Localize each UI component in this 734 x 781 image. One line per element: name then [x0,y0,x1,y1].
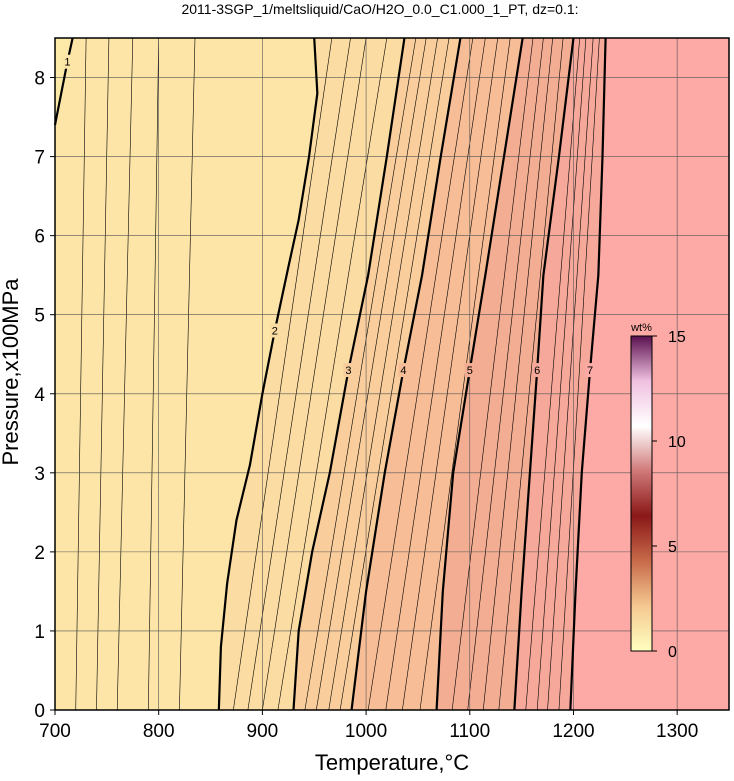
x-axis-label: Temperature,°C [315,750,469,775]
minor-contour [148,37,159,711]
minor-contour [525,37,580,711]
minor-contour [277,37,388,711]
colorbar [630,335,653,652]
x-tick-label: 1300 [656,721,698,742]
contour-label: 6 [534,365,540,377]
chart-title: 2011-3SGP_1/meltsliquid/CaO/H2O_0.0_C1.0… [181,1,578,17]
minor-contour [96,37,110,711]
x-tick-label: 900 [247,721,279,742]
plot-frame [54,37,730,711]
colorbar-tick-label: 5 [668,539,677,556]
x-tick-label: 1100 [449,721,490,742]
contour-label-bg [585,363,596,378]
contour-label: 1 [64,57,70,69]
y-tick-label: 8 [34,69,45,90]
contour-label: 5 [467,365,473,377]
minor-contour [316,37,427,711]
y-axis-label: Pressure,x100MPa [0,278,23,466]
y-tick-label: 3 [34,464,45,485]
minor-contour [262,37,367,711]
contour-label-bg [62,54,73,69]
contour-fill [55,38,729,710]
y-tick-label: 2 [34,543,45,564]
minor-contour [328,37,438,711]
minor-contour [451,37,534,711]
minor-contour [498,37,564,711]
contour-label: 2 [272,326,278,338]
minor-contour [233,37,333,711]
x-tick-label: 1200 [552,721,594,742]
y-tick-label: 6 [34,227,45,248]
y-tick-label: 4 [34,385,45,406]
y-tick-label: 7 [34,148,45,169]
contour-label: 3 [345,365,351,377]
contour-label-bg [464,363,475,378]
contour-label-bg [269,323,280,338]
colorbar-tick-label: 0 [668,644,677,661]
contour-line [53,37,74,126]
contour-label-bg [532,363,543,378]
minor-contour [339,37,450,711]
minor-contour [547,37,594,711]
y-tick-label: 5 [34,306,45,327]
colorbar-tick-label: 15 [668,329,686,346]
x-tick-label: 1000 [345,721,387,742]
contour-line [292,37,406,711]
minor-contour [385,37,486,711]
colorbar-tick-label: 10 [668,434,686,451]
contour-label: 7 [587,365,593,377]
contour-line [217,37,319,711]
minor-contour [402,37,499,711]
contour-label-bg [398,363,409,378]
y-tick-label: 0 [34,701,45,722]
minor-contour [367,37,474,711]
contour-label-bg [343,363,354,378]
x-tick-label: 700 [39,721,71,742]
minor-contour [482,37,554,711]
minor-contour [179,37,196,711]
minor-contour [536,37,587,711]
minor-contour [467,37,544,711]
minor-contour [116,37,134,711]
y-tick-label: 1 [34,622,45,643]
minor-contour [558,37,600,711]
minor-contour [247,37,351,711]
minor-contour [75,37,87,711]
x-tick-label: 800 [143,721,175,742]
colorbar-label: wt% [630,322,652,334]
minor-contour [304,37,417,711]
contour-label: 4 [400,365,406,377]
